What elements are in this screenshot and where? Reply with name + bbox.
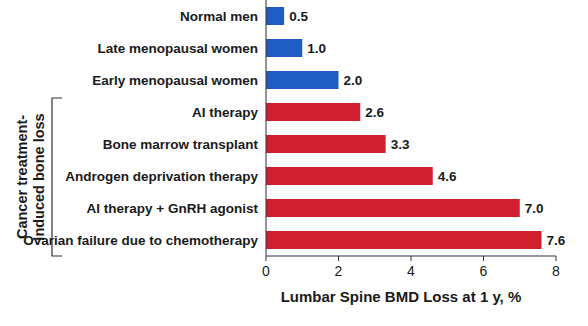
y-axis xyxy=(266,0,267,256)
data-label: 0.5 xyxy=(289,9,308,24)
category-label: Ovarian failure due to chemotherapy xyxy=(23,233,258,248)
data-label: 3.3 xyxy=(391,137,410,152)
x-axis-label: Lumbar Spine BMD Loss at 1 y, % xyxy=(281,288,522,305)
chart: Normal men Late menopausal women Early men… xyxy=(0,0,588,326)
category-label: Bone marrow transplant xyxy=(103,137,259,152)
x-tick xyxy=(411,256,412,261)
bar xyxy=(266,39,302,57)
x-tick xyxy=(338,256,339,261)
annotation: Cancer treatment- xyxy=(14,115,30,239)
x-tick-label: 6 xyxy=(480,263,488,279)
data-label: 1.0 xyxy=(307,41,326,56)
data-label: 4.6 xyxy=(438,169,457,184)
category-label: AI therapy + GnRH agonist xyxy=(87,201,259,216)
x-tick-label: 4 xyxy=(407,263,415,279)
category-label: Early menopausal women xyxy=(92,73,258,88)
category-label: Androgen deprivation therapy xyxy=(65,169,258,184)
bar xyxy=(266,135,386,153)
bar xyxy=(266,71,339,89)
x-tick xyxy=(483,256,484,261)
x-tick-label: 8 xyxy=(552,263,560,279)
data-label: 7.6 xyxy=(547,233,566,248)
x-tick xyxy=(266,256,267,261)
data-label: 2.6 xyxy=(365,105,384,120)
category-label: Normal men xyxy=(180,9,258,24)
data-label: 2.0 xyxy=(344,73,363,88)
data-label: 7.0 xyxy=(525,201,544,216)
bar xyxy=(266,7,284,25)
category-label: Late menopausal women xyxy=(97,41,258,56)
x-tick-label: 0 xyxy=(262,263,270,279)
x-tick-label: 2 xyxy=(335,263,343,279)
category-label: AI therapy xyxy=(192,105,259,120)
bar xyxy=(266,103,360,121)
x-tick xyxy=(556,256,557,261)
bar xyxy=(266,231,542,249)
annotation: induced bone loss xyxy=(31,113,47,240)
bars xyxy=(266,7,542,249)
bar xyxy=(266,167,433,185)
bar xyxy=(266,199,520,217)
bracket xyxy=(52,98,62,256)
